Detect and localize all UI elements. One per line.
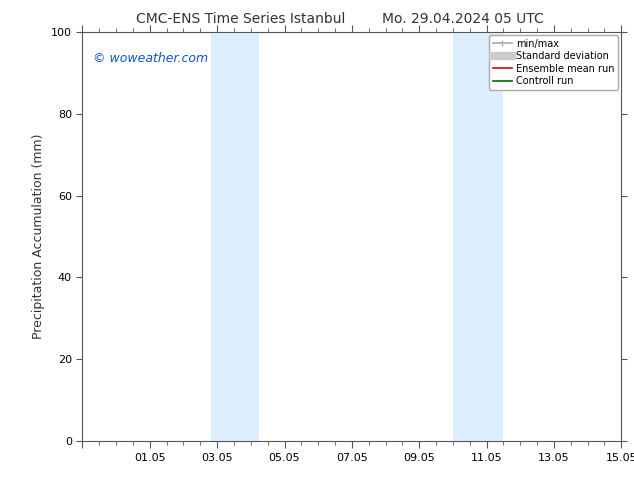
Text: Mo. 29.04.2024 05 UTC: Mo. 29.04.2024 05 UTC — [382, 12, 544, 26]
Bar — [234, 32, 259, 441]
Bar — [453, 32, 476, 441]
Y-axis label: Precipitation Accumulation (mm): Precipitation Accumulation (mm) — [32, 134, 46, 339]
Legend: min/max, Standard deviation, Ensemble mean run, Controll run: min/max, Standard deviation, Ensemble me… — [489, 35, 618, 90]
Text: CMC-ENS Time Series Istanbul: CMC-ENS Time Series Istanbul — [136, 12, 346, 26]
Bar — [211, 32, 234, 441]
Bar — [476, 32, 503, 441]
Text: © woweather.com: © woweather.com — [93, 52, 209, 65]
